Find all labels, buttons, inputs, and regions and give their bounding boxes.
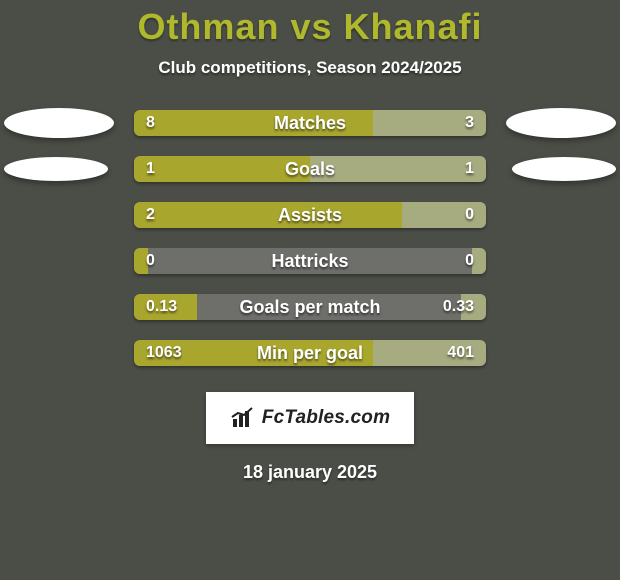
branding-badge: FcTables.com	[206, 392, 414, 444]
infographic: Othman vs Khanafi Club competitions, Sea…	[0, 0, 620, 580]
stat-row: Min per goal1063401	[0, 340, 620, 366]
bar-left	[134, 340, 373, 366]
bar-left	[134, 202, 402, 228]
title: Othman vs Khanafi	[137, 6, 482, 48]
bar-right	[461, 294, 486, 320]
bar-track: Min per goal1063401	[134, 340, 486, 366]
bar-right	[373, 340, 486, 366]
bar-left	[134, 110, 373, 136]
bar-left	[134, 294, 197, 320]
stat-row: Goals per match0.130.33	[0, 294, 620, 320]
player-oval-right	[506, 108, 616, 138]
stat-row: Hattricks00	[0, 248, 620, 274]
player-oval-left	[4, 157, 108, 181]
branding-text: FcTables.com	[262, 407, 390, 429]
stat-row: Matches83	[0, 110, 620, 136]
player-oval-left	[4, 108, 114, 138]
player-oval-right	[512, 157, 616, 181]
bar-track: Goals per match0.130.33	[134, 294, 486, 320]
bar-right	[472, 248, 486, 274]
bar-left	[134, 156, 310, 182]
bar-left	[134, 248, 148, 274]
bar-right	[373, 110, 486, 136]
title-player1: Othman	[137, 6, 279, 47]
title-player2: Khanafi	[344, 6, 483, 47]
bar-track: Hattricks00	[134, 248, 486, 274]
stats-container: Matches83 Goals11 Assists20 Hattricks00 Goal…	[0, 110, 620, 366]
date-text: 18 january 2025	[243, 462, 377, 483]
bar-track: Matches83	[134, 110, 486, 136]
stat-row: Goals11	[0, 156, 620, 182]
bar-right	[310, 156, 486, 182]
bar-track: Assists20	[134, 202, 486, 228]
stat-label: Hattricks	[134, 248, 486, 274]
subtitle: Club competitions, Season 2024/2025	[158, 58, 461, 78]
title-vs: vs	[290, 6, 332, 47]
stat-row: Assists20	[0, 202, 620, 228]
bar-track: Goals11	[134, 156, 486, 182]
bar-right	[402, 202, 486, 228]
chart-icon	[230, 405, 256, 431]
